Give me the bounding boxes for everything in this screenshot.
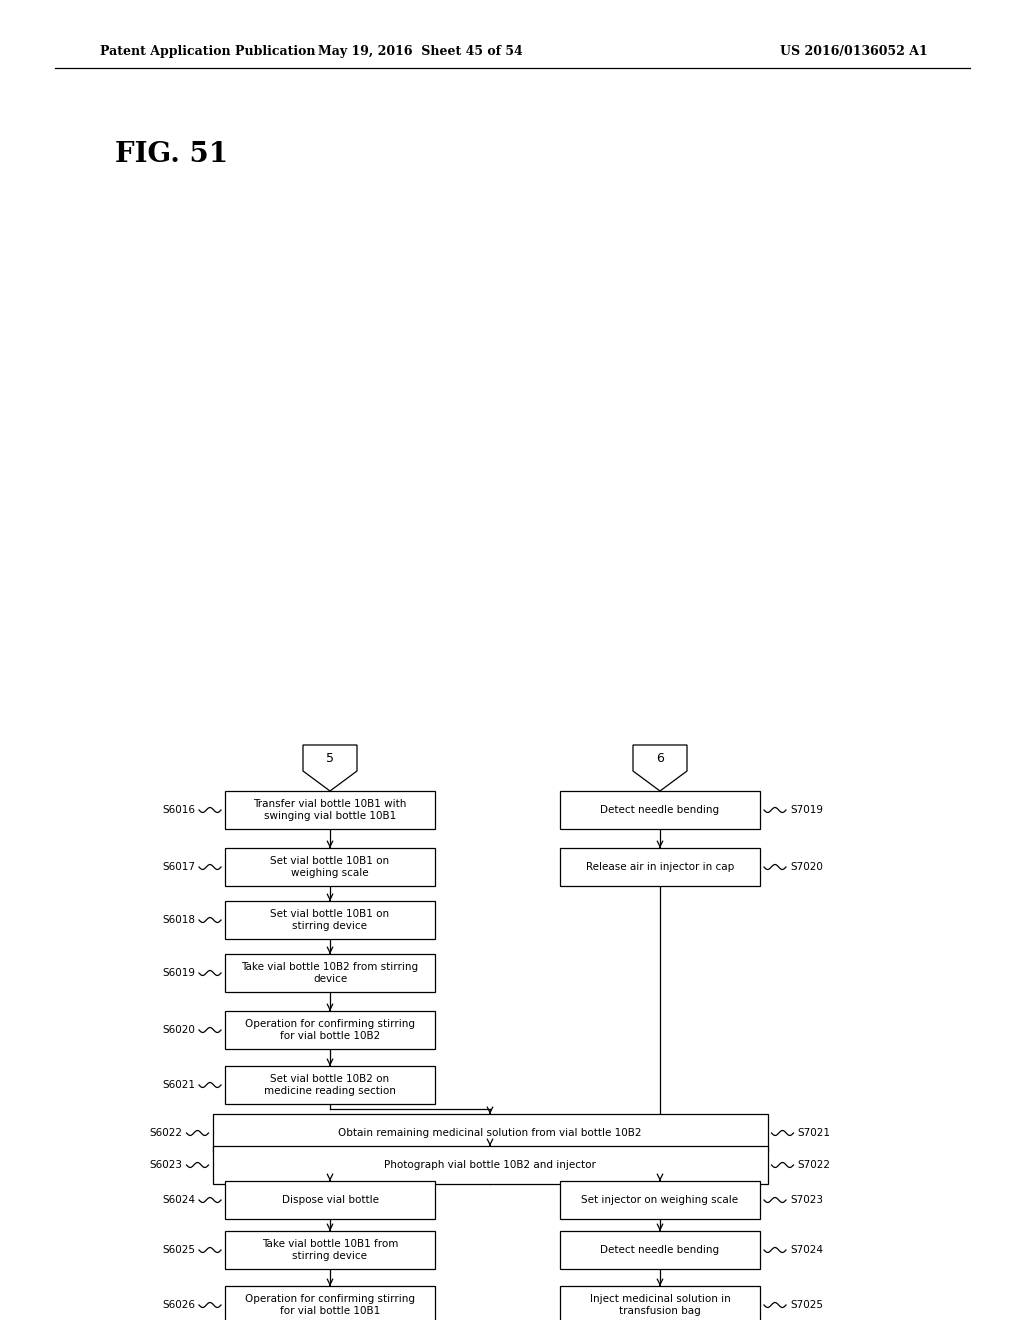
Bar (560, 791, 760, 829)
Text: S6019: S6019 (162, 968, 195, 978)
Text: Set injector on weighing scale: Set injector on weighing scale (582, 1195, 738, 1205)
Text: S7022: S7022 (798, 1160, 830, 1170)
Text: S7021: S7021 (798, 1129, 830, 1138)
Polygon shape (633, 744, 687, 791)
Text: Patent Application Publication: Patent Application Publication (100, 45, 315, 58)
Text: S6020: S6020 (162, 1026, 195, 1035)
Text: Take vial bottle 10B2 from stirring
device: Take vial bottle 10B2 from stirring devi… (242, 962, 419, 985)
Text: May 19, 2016  Sheet 45 of 54: May 19, 2016 Sheet 45 of 54 (317, 45, 522, 58)
Text: Obtain remaining medicinal solution from vial bottle 10B2: Obtain remaining medicinal solution from… (338, 1129, 642, 1138)
Text: S6024: S6024 (162, 1195, 195, 1205)
Text: 5: 5 (326, 751, 334, 764)
Text: Operation for confirming stirring
for vial bottle 10B1: Operation for confirming stirring for vi… (245, 1294, 415, 1316)
Bar (560, 847, 760, 886)
Text: S7023: S7023 (790, 1195, 823, 1205)
Text: Set vial bottle 10B2 on
medicine reading section: Set vial bottle 10B2 on medicine reading… (264, 1073, 396, 1096)
Text: Detect needle bending: Detect needle bending (600, 805, 720, 814)
Text: Inject medicinal solution in
transfusion bag: Inject medicinal solution in transfusion… (590, 1294, 730, 1316)
Text: Dispose vial bottle: Dispose vial bottle (282, 1195, 379, 1205)
Bar (225, 902, 435, 939)
Bar (560, 1286, 760, 1320)
Bar (225, 1181, 435, 1218)
Text: Transfer vial bottle 10B1 with
swinging vial bottle 10B1: Transfer vial bottle 10B1 with swinging … (253, 799, 407, 821)
Text: S6021: S6021 (162, 1080, 195, 1090)
Text: Take vial bottle 10B1 from
stirring device: Take vial bottle 10B1 from stirring devi… (262, 1238, 398, 1261)
Text: S6025: S6025 (162, 1245, 195, 1255)
Text: S7020: S7020 (790, 862, 823, 873)
Text: S7025: S7025 (790, 1300, 823, 1309)
Text: S6022: S6022 (150, 1129, 182, 1138)
Text: S6018: S6018 (162, 915, 195, 925)
Text: S6026: S6026 (162, 1300, 195, 1309)
Text: Photograph vial bottle 10B2 and injector: Photograph vial bottle 10B2 and injector (384, 1160, 596, 1170)
Text: Set vial bottle 10B1 on
weighing scale: Set vial bottle 10B1 on weighing scale (270, 855, 389, 878)
Bar (225, 1286, 435, 1320)
Bar (225, 954, 435, 993)
Text: S6023: S6023 (150, 1160, 182, 1170)
Bar (213, 1146, 768, 1184)
Bar (560, 1232, 760, 1269)
Bar (225, 791, 435, 829)
Text: US 2016/0136052 A1: US 2016/0136052 A1 (780, 45, 928, 58)
Bar (225, 1232, 435, 1269)
Bar (225, 1067, 435, 1104)
Polygon shape (303, 744, 357, 791)
Bar (225, 847, 435, 886)
Text: 6: 6 (656, 751, 664, 764)
Text: S7019: S7019 (790, 805, 823, 814)
Bar (213, 1114, 768, 1152)
Text: Operation for confirming stirring
for vial bottle 10B2: Operation for confirming stirring for vi… (245, 1019, 415, 1041)
Bar (225, 1011, 435, 1049)
Text: S7024: S7024 (790, 1245, 823, 1255)
Text: FIG. 51: FIG. 51 (115, 141, 228, 169)
Bar (560, 1181, 760, 1218)
Text: Detect needle bending: Detect needle bending (600, 1245, 720, 1255)
Text: S6016: S6016 (162, 805, 195, 814)
Text: S6017: S6017 (162, 862, 195, 873)
Text: Release air in injector in cap: Release air in injector in cap (586, 862, 734, 873)
Text: Set vial bottle 10B1 on
stirring device: Set vial bottle 10B1 on stirring device (270, 908, 389, 931)
